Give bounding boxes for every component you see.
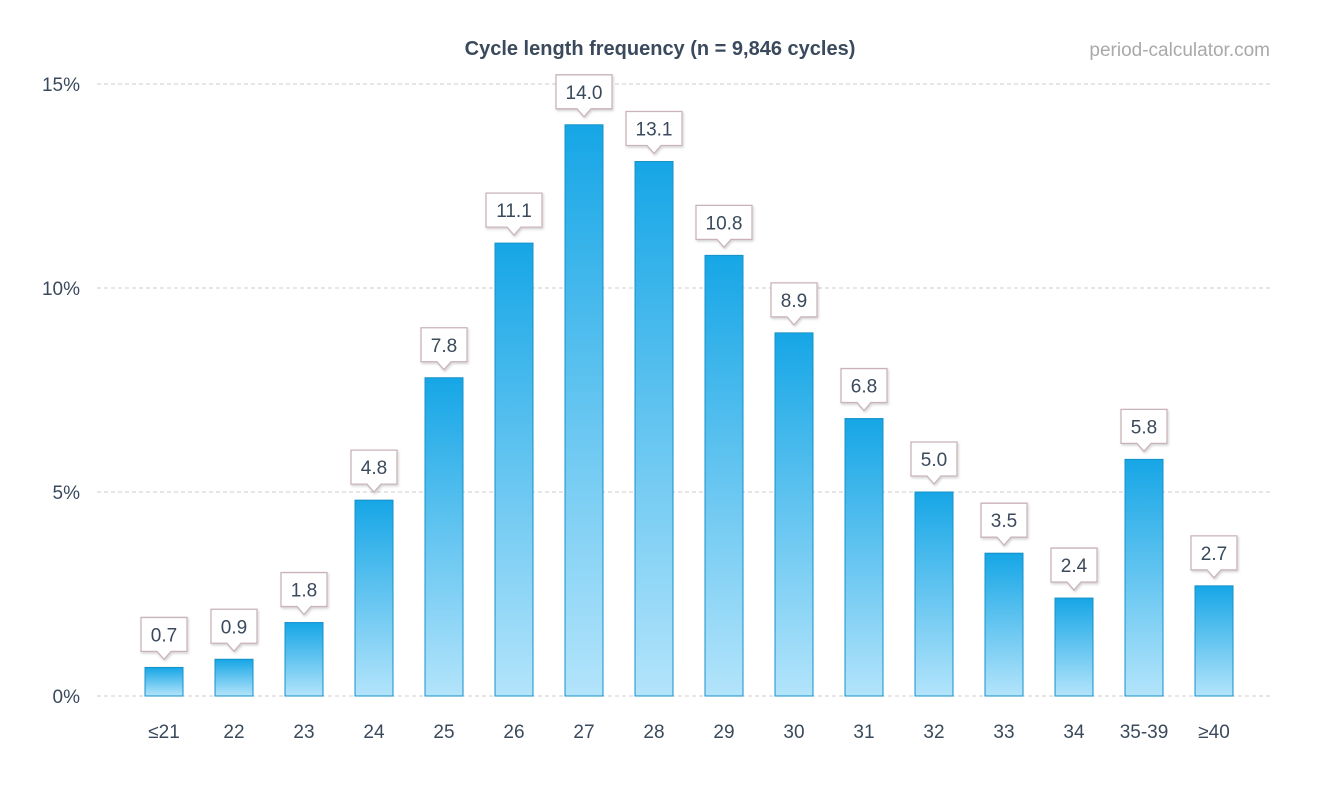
data-label: 5.0 [921,450,947,471]
bar[interactable] [354,499,394,697]
data-label-callout [625,110,683,155]
x-tick-label: 35-39 [1120,722,1169,743]
data-label: 1.8 [291,581,317,602]
x-tick-label: 33 [993,722,1014,743]
bar[interactable] [144,666,184,697]
data-label-callout [1050,547,1098,592]
data-label: 5.8 [1131,417,1157,438]
bar[interactable] [1124,458,1164,697]
data-label: 0.7 [151,625,177,646]
x-tick-label: 28 [643,722,664,743]
bar[interactable] [1054,597,1094,697]
data-label-box [420,327,468,371]
data-label-callout [420,327,468,371]
bar[interactable] [424,377,464,697]
data-label: 13.1 [636,120,673,141]
data-label: 3.5 [991,511,1017,532]
x-tick-label: 30 [783,722,804,743]
x-tick-label: 26 [503,722,524,743]
x-axis: ≤21 22 23 24 25 26 27 28 29 30 31 32 33 34 35-39 ≥40 [148,722,1230,743]
bar[interactable] [214,658,254,697]
data-label-callout [695,204,753,249]
data-label: 10.8 [706,213,743,234]
data-label-callout [210,608,258,653]
data-label-callout [1190,535,1238,579]
data-label-callout [350,449,398,494]
data-label: 4.8 [361,458,387,479]
data-label-box [210,608,258,653]
x-tick-label: ≤21 [148,722,180,743]
x-tick-label: 25 [433,722,454,743]
x-tick-label: 29 [713,722,734,743]
bar[interactable] [704,254,744,697]
chart-title: Cycle length frequency (n = 9,846 cycles… [464,38,856,60]
data-label-callout [980,502,1028,547]
data-label-box [350,449,398,494]
data-label-box [980,502,1028,547]
data-label-callout [910,441,958,485]
data-label-box [1190,535,1238,579]
bar[interactable] [774,332,814,697]
bar[interactable] [984,552,1024,697]
x-tick-label: 24 [363,722,385,743]
x-tick-label: 34 [1063,722,1085,743]
grid-layer: 0% 5% 10% 15% [42,75,1270,708]
data-label: 2.4 [1061,556,1088,577]
bar[interactable] [284,622,324,697]
data-label: 6.8 [851,377,877,398]
data-label-box [910,441,958,485]
credit-link[interactable]: period-calculator.com [1089,40,1270,61]
y-tick-label: 5% [53,483,81,504]
data-label: 2.7 [1201,544,1227,565]
data-label-callout [140,616,188,661]
data-label-callout [1120,408,1168,453]
data-label-box [695,204,753,249]
data-label-callout [555,74,613,118]
data-label-box [625,110,683,155]
x-tick-label: ≥40 [1198,722,1230,743]
x-tick-label: 27 [573,722,594,743]
data-label: 8.9 [781,291,807,312]
x-tick-label: 23 [293,722,314,743]
bar[interactable] [844,418,884,697]
data-labels-layer: 0.7 0.9 1.8 4.8 7.8 11.1 14.0 13.1 10.8 8.9 6.8 5.0… [140,74,1238,661]
data-label: 0.9 [221,617,247,638]
data-label-callout [840,367,888,412]
data-label-box [840,367,888,412]
data-label: 14.0 [566,83,603,104]
x-tick-label: 32 [923,722,944,743]
data-label: 7.8 [431,336,457,357]
bar[interactable] [494,242,534,697]
data-label-box [280,571,328,616]
x-tick-label: 22 [223,722,244,743]
bar[interactable] [1194,585,1234,697]
data-label-box [1120,408,1168,453]
bars-layer [144,124,1234,697]
data-label-callout [770,282,818,326]
data-label-box [1050,547,1098,592]
data-label-callout [280,571,328,616]
data-label-box [140,616,188,661]
bar[interactable] [564,124,604,697]
bar[interactable] [914,491,954,697]
data-label-box [555,74,613,118]
y-tick-label: 10% [42,279,80,300]
bar[interactable] [634,161,674,697]
data-label: 11.1 [496,201,532,222]
x-tick-label: 31 [853,722,874,743]
data-label-box [770,282,818,326]
y-tick-label: 0% [53,687,81,708]
data-label-box [485,192,543,237]
y-tick-label: 15% [42,75,80,96]
data-label-callout [485,192,543,237]
